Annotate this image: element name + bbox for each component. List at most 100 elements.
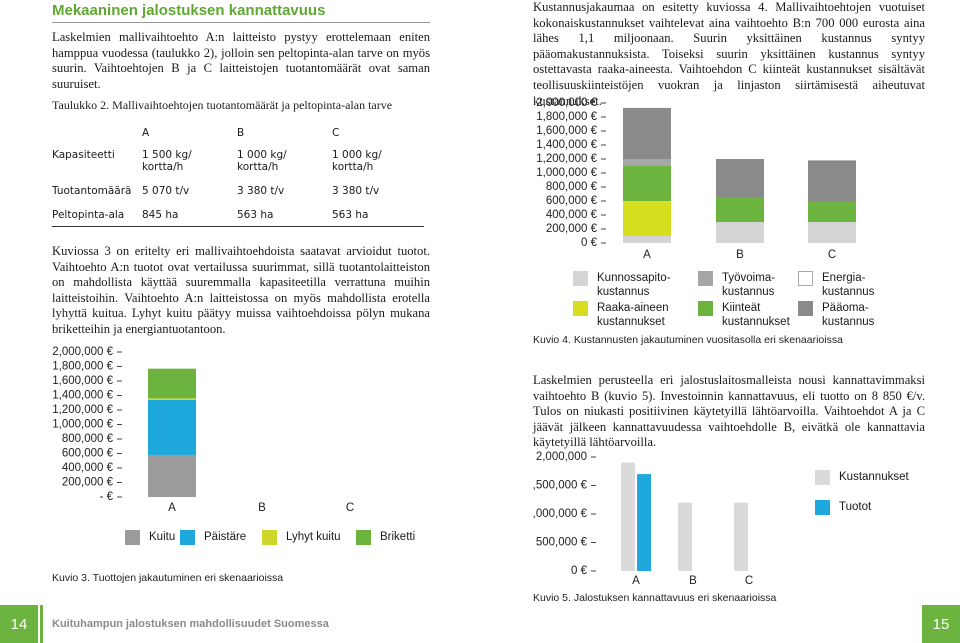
legend-item: Tuotot <box>815 500 929 515</box>
page-number: 15 <box>922 605 960 643</box>
chart-costs: 0 € 200,000 € 400,000 € 600,000 € 800,000 € 1… <box>533 95 925 335</box>
table-cell: 1 500 kg/ kortta/h <box>142 149 192 173</box>
bar <box>808 222 856 243</box>
chart-revenue: - € 200,000 € 400,000 € 600,000 € 800,000 € 1… <box>40 340 430 555</box>
legend-item: Energia-kustannus <box>798 271 904 299</box>
legend-label: Raaka-aineen kustannukset <box>597 302 669 328</box>
legend-item: Päistäre <box>180 530 294 545</box>
figure-caption-5: Kuvio 5. Jalostuksen kannattavuus eri sk… <box>533 592 777 604</box>
legend-swatch <box>815 500 830 515</box>
footer-text: Kuituhampun jalostuksen mahdollisuudet S… <box>52 618 329 630</box>
table-cell: 1 000 kg/ kortta/h <box>332 149 382 173</box>
row-label: Peltopinta-ala <box>52 209 125 221</box>
y-tick-label: 800,000 € <box>546 181 598 193</box>
legend-item: Briketti <box>356 530 470 545</box>
page-number: 14 <box>0 605 38 643</box>
row-label: Kapasiteetti <box>52 149 115 161</box>
bar <box>623 159 671 166</box>
bar <box>148 399 196 455</box>
legend-swatch <box>798 301 813 316</box>
bar <box>808 201 856 222</box>
legend-label: Kunnossapito-kustannus <box>597 272 671 298</box>
y-tick-label: 1,800,000 € <box>536 111 597 123</box>
legend-swatch <box>262 530 277 545</box>
figure-caption-4: Kuvio 4. Kustannusten jakautuminen vuosi… <box>533 334 843 346</box>
table-row: Tuotantomäärä 5 070 t/v 3 380 t/v 3 380 t/v <box>52 178 424 202</box>
chart-svg: 0 € 500,000 € 1,000,000 € 1,500,000 € 2,000,… <box>533 451 753 587</box>
y-tick-label: 1,000,000 € <box>536 167 597 179</box>
y-tick-label: 2,000,000 <box>536 451 587 463</box>
legend-label: Kustannukset <box>839 471 909 483</box>
paragraph: Kuviossa 3 on eritelty eri mallivaihtoeh… <box>52 244 430 336</box>
legend-item: Kiinteät kustannukset <box>698 301 804 329</box>
legend-label: Tuotot <box>839 501 872 513</box>
y-tick-label: 400,000 € <box>546 209 598 221</box>
y-tick-label: 1,600,000 € <box>536 125 597 137</box>
legend-item: Kunnossapito-kustannus <box>573 271 679 299</box>
footer-bar <box>40 605 43 643</box>
bar <box>637 474 651 571</box>
bar <box>623 236 671 243</box>
legend-label: Briketti <box>380 531 416 543</box>
table-cell: 5 070 t/v <box>142 185 190 197</box>
legend-swatch <box>125 530 140 545</box>
heading-rule <box>52 22 430 23</box>
legend-label: Energia-kustannus <box>822 272 875 298</box>
bar <box>148 398 196 400</box>
legend-swatch <box>573 301 588 316</box>
paragraph-2: Laskelmien perusteella eri jalostuslaito… <box>533 373 925 450</box>
y-tick-label: 500,000 € <box>536 537 588 549</box>
bar <box>678 502 692 571</box>
bar <box>808 160 856 201</box>
x-tick-label: A <box>643 249 651 261</box>
y-tick-label: 1,600,000 € <box>52 375 113 387</box>
figure-caption: Kuvio 3. Tuottojen jakautuminen eri sken… <box>52 572 284 584</box>
legend-item: Raaka-aineen kustannukset <box>573 301 679 329</box>
legend-item: Lyhyt kuitu <box>262 530 376 545</box>
table-row: Peltopinta-ala 845 ha 563 ha 563 ha <box>52 202 424 227</box>
legend-item: Pääoma-kustannus <box>798 301 904 329</box>
bar <box>148 454 196 497</box>
row-label: Tuotantomäärä <box>52 185 132 197</box>
column-header: C <box>332 127 340 139</box>
legend-label: Pääoma-kustannus <box>822 302 875 328</box>
y-tick-label: 1,000,000 € <box>533 508 588 520</box>
y-tick-label: 0 € <box>581 237 598 249</box>
legend-item: Työvoima-kustannus <box>698 271 804 299</box>
legend-item: Kustannukset <box>815 470 929 485</box>
bar <box>716 197 764 222</box>
corner <box>52 124 142 142</box>
table-wrap: A B C Kapasiteetti 1 500 kg/ kortta/h 1 000 … <box>52 124 424 227</box>
bar <box>623 201 671 236</box>
legend-label: Lyhyt kuitu <box>286 531 341 543</box>
x-tick-label: C <box>745 575 753 587</box>
y-tick-label: 1,200,000 € <box>536 153 597 165</box>
legend-label: Työvoima-kustannus <box>722 272 776 298</box>
x-tick-label: A <box>168 502 176 514</box>
y-tick-label: 0 € <box>571 565 588 577</box>
x-tick-label: B <box>258 502 266 514</box>
legend-label: Kuitu <box>149 531 176 543</box>
y-tick-label: 200,000 € <box>546 223 598 235</box>
bar <box>716 222 764 243</box>
y-tick-label: 200,000 € <box>62 477 114 489</box>
y-tick-label: 1,800,000 € <box>52 361 113 373</box>
y-tick-label: 2,000,000 € <box>52 346 113 358</box>
y-tick-label: 1,400,000 € <box>536 139 597 151</box>
table-header: A B C <box>52 124 424 142</box>
column-header: B <box>237 127 245 139</box>
table-caption: Taulukko 2. Mallivaihtoehtojen tuotantom… <box>52 98 393 112</box>
heading: Mekaaninen jalostuksen kannattavuus <box>52 2 326 19</box>
table-body: Kapasiteetti 1 500 kg/ kortta/h 1 000 kg/ … <box>52 142 424 227</box>
y-tick-label: - € <box>100 491 114 503</box>
x-tick-label: B <box>736 249 744 261</box>
chart-profitability: 0 € 500,000 € 1,000,000 € 1,500,000 € 2,000,… <box>533 450 925 590</box>
bar <box>716 159 764 198</box>
table-cell: 563 ha <box>332 209 369 221</box>
bar <box>621 462 635 571</box>
legend-swatch <box>573 271 588 286</box>
chart-svg: - € 200,000 € 400,000 € 600,000 € 800,000 € 1… <box>52 346 354 514</box>
legend-swatch <box>798 271 813 286</box>
intro: Laskelmien mallivaihtoehto A:n laitteist… <box>52 30 430 91</box>
y-tick-label: 800,000 € <box>62 433 114 445</box>
